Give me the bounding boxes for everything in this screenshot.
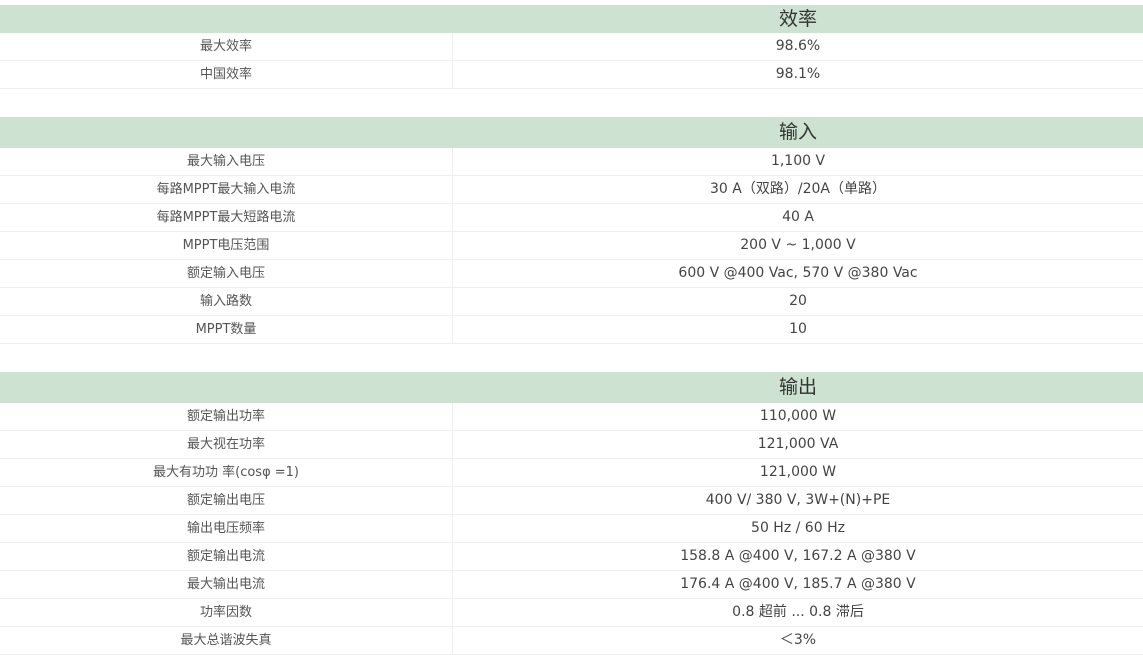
spec-label: 最大总谐波失真 xyxy=(0,627,453,654)
spec-value: 600 V @400 Vac, 570 V @380 Vac xyxy=(678,265,918,281)
spec-label: 功率因数 xyxy=(0,599,453,626)
table-row: 中国效率 98.1% xyxy=(0,61,1143,89)
table-row: 功率因数 0.8 超前 ... 0.8 滞后 xyxy=(0,599,1143,627)
spec-value: 98.1% xyxy=(775,66,821,82)
spec-value: 20 xyxy=(789,293,807,309)
spec-value: 110,000 W xyxy=(759,408,837,424)
table-row: 最大有功功 率(cosφ =1) 121,000 W xyxy=(0,459,1143,487)
spec-label: MPPT数量 xyxy=(0,316,453,343)
section-header: 输入 xyxy=(0,117,1143,148)
spec-label: 额定输出电压 xyxy=(0,487,453,514)
spec-label: 最大视在功率 xyxy=(0,431,453,458)
spec-section: 效率最大效率 98.6% 中国效率 98.1% xyxy=(0,5,1143,89)
spec-value: 98.6% xyxy=(775,38,821,54)
spec-label: 额定输出电流 xyxy=(0,543,453,570)
spec-label: 最大输出电流 xyxy=(0,571,453,598)
spec-value: 30 A（双路）/20A（单路） xyxy=(710,181,886,197)
spec-label: 输入路数 xyxy=(0,288,453,315)
table-row: 输出电压频率 50 Hz / 60 Hz xyxy=(0,515,1143,543)
table-row: 额定输出电流 158.8 A @400 V, 167.2 A @380 V xyxy=(0,543,1143,571)
spec-section: 输入最大输入电压 1,100 V 每路MPPT最大输入电流 30 A（双路）/20A（… xyxy=(0,117,1143,344)
spec-section: 输出额定输出功率 110,000 W 最大视在功率 121,000 VA 最大有功功 率… xyxy=(0,372,1143,655)
section-header: 效率 xyxy=(0,5,1143,33)
spec-value: 1,100 V xyxy=(770,153,826,169)
section-title: 输出 xyxy=(778,376,817,398)
table-row: 每路MPPT最大短路电流 40 A xyxy=(0,204,1143,232)
table-row: 额定输出功率 110,000 W xyxy=(0,403,1143,431)
spec-label: 输出电压频率 xyxy=(0,515,453,542)
spec-value: ＜3% xyxy=(779,632,817,648)
section-title: 输入 xyxy=(778,121,817,143)
spec-label: 额定输入电压 xyxy=(0,260,453,287)
table-row: 最大总谐波失真 ＜3% xyxy=(0,627,1143,655)
table-row: 最大输入电压 1,100 V xyxy=(0,148,1143,176)
spec-label: 额定输出功率 xyxy=(0,403,453,430)
table-row: 最大效率 98.6% xyxy=(0,33,1143,61)
spec-value: 50 Hz / 60 Hz xyxy=(751,520,845,536)
spec-label: 中国效率 xyxy=(0,61,453,88)
spec-value: 158.8 A @400 V, 167.2 A @380 V xyxy=(680,548,916,564)
spec-label: 最大输入电压 xyxy=(0,148,453,175)
table-row: MPPT电压范围 200 V ~ 1,000 V xyxy=(0,232,1143,260)
spec-label: MPPT电压范围 xyxy=(0,232,453,259)
spec-value: 40 A xyxy=(782,209,814,225)
table-row: 额定输出电压 400 V/ 380 V, 3W+(N)+PE xyxy=(0,487,1143,515)
spec-value: 0.8 超前 ... 0.8 滞后 xyxy=(732,604,864,620)
spec-value: 400 V/ 380 V, 3W+(N)+PE xyxy=(705,492,891,508)
section-header: 输出 xyxy=(0,372,1143,403)
table-row: 最大输出电流 176.4 A @400 V, 185.7 A @380 V xyxy=(0,571,1143,599)
table-row: 每路MPPT最大输入电流 30 A（双路）/20A（单路） xyxy=(0,176,1143,204)
spec-label: 最大效率 xyxy=(0,33,453,60)
spec-label: 每路MPPT最大短路电流 xyxy=(0,204,453,231)
spec-value: 176.4 A @400 V, 185.7 A @380 V xyxy=(680,576,916,592)
spec-label: 每路MPPT最大输入电流 xyxy=(0,176,453,203)
spec-value: 121,000 W xyxy=(759,464,837,480)
table-row: 输入路数 20 xyxy=(0,288,1143,316)
section-title: 效率 xyxy=(778,8,817,30)
table-row: 最大视在功率 121,000 VA xyxy=(0,431,1143,459)
spec-value: 10 xyxy=(789,321,807,337)
table-row: MPPT数量 10 xyxy=(0,316,1143,344)
spec-label: 最大有功功 率(cosφ =1) xyxy=(0,459,453,486)
table-row: 额定输入电压 600 V @400 Vac, 570 V @380 Vac xyxy=(0,260,1143,288)
spec-value: 200 V ~ 1,000 V xyxy=(740,237,856,253)
spec-value: 121,000 VA xyxy=(757,436,839,452)
